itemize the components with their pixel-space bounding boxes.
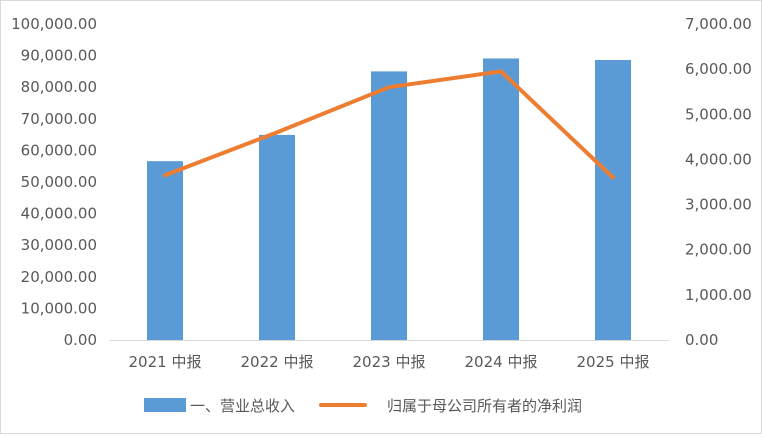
category-label: 2025 中报 bbox=[577, 353, 650, 371]
bar bbox=[259, 134, 295, 340]
bar bbox=[483, 58, 519, 340]
left-axis-tick-label: 30,000.00 bbox=[21, 236, 97, 254]
line-series bbox=[163, 69, 615, 180]
category-label: 2021 中报 bbox=[129, 353, 202, 371]
left-axis-tick-label: 20,000.00 bbox=[21, 268, 97, 286]
right-axis-tick-label: 2,000.00 bbox=[685, 241, 752, 259]
category-label: 2024 中报 bbox=[465, 353, 538, 371]
left-axis-tick-label: 70,000.00 bbox=[21, 110, 97, 128]
legend-line-label: 归属于母公司所有者的净利润 bbox=[387, 397, 582, 415]
legend-bar-label: 一、营业总收入 bbox=[190, 397, 295, 415]
right-axis-tick-label: 3,000.00 bbox=[685, 196, 752, 214]
right-axis-tick-label: 6,000.00 bbox=[685, 60, 752, 78]
legend: 一、营业总收入 归属于母公司所有者的净利润 bbox=[144, 397, 582, 415]
bar bbox=[371, 71, 407, 341]
left-axis-tick-label: 10,000.00 bbox=[21, 299, 97, 317]
bar-series bbox=[147, 58, 631, 341]
left-axis-tick-label: 80,000.00 bbox=[21, 78, 97, 96]
left-axis-tick-label: 90,000.00 bbox=[21, 47, 97, 65]
category-label: 2023 中报 bbox=[353, 353, 426, 371]
category-label: 2022 中报 bbox=[241, 353, 314, 371]
right-axis-tick-label: 4,000.00 bbox=[685, 150, 752, 168]
right-axis-tick-label: 0.00 bbox=[685, 331, 718, 349]
line-path bbox=[163, 69, 615, 180]
right-axis-ticks: 0.00 1,000.00 2,000.00 3,000.00 4,000.00 5,00… bbox=[685, 15, 752, 349]
left-axis-tick-label: 50,000.00 bbox=[21, 173, 97, 191]
bar bbox=[595, 60, 631, 341]
bar bbox=[147, 161, 183, 340]
left-axis-tick-label: 0.00 bbox=[64, 331, 97, 349]
legend-bar-swatch bbox=[144, 398, 186, 412]
right-axis-tick-label: 1,000.00 bbox=[685, 286, 752, 304]
x-axis-ticks: 2021 中报 2022 中报 2023 中报 2024 中报 2025 中报 bbox=[129, 353, 650, 371]
right-axis-tick-label: 5,000.00 bbox=[685, 105, 752, 123]
right-axis-tick-label: 7,000.00 bbox=[685, 15, 752, 33]
left-axis-tick-label: 100,000.00 bbox=[11, 15, 97, 33]
left-axis-ticks: 0.00 10,000.00 20,000.00 30,000.00 40,000.00… bbox=[11, 15, 97, 349]
left-axis-tick-label: 40,000.00 bbox=[21, 205, 97, 223]
left-axis-tick-label: 60,000.00 bbox=[21, 141, 97, 159]
